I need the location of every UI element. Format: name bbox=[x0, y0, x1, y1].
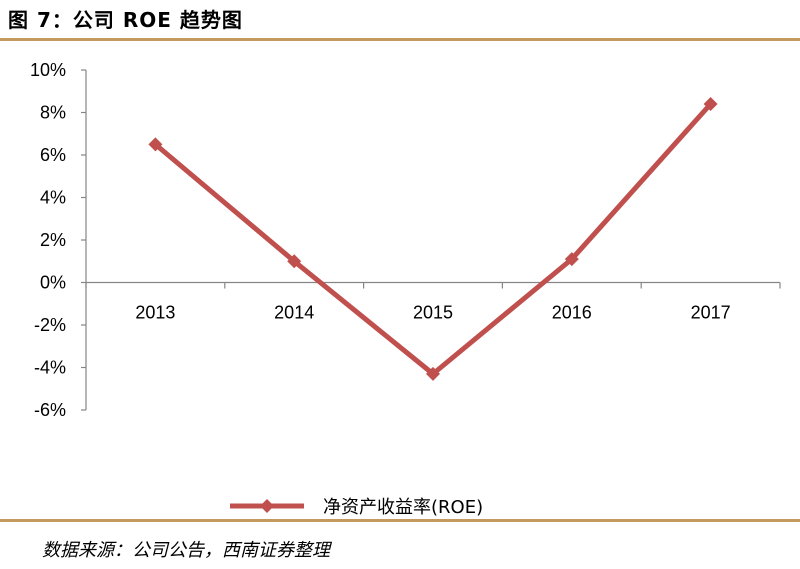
legend-marker bbox=[260, 499, 274, 513]
figure-title: 图 7：公司 ROE 趋势图 bbox=[8, 8, 243, 32]
y-tick-label: -6% bbox=[34, 400, 66, 420]
data-point-marker bbox=[426, 366, 440, 381]
y-tick-label: 4% bbox=[40, 188, 66, 208]
x-tick-label: 2016 bbox=[552, 303, 592, 323]
top-rule bbox=[0, 38, 800, 41]
x-tick-label: 2017 bbox=[691, 303, 731, 323]
source-note: 数据来源：公司公告，西南证券整理 bbox=[42, 540, 330, 561]
y-tick-label: 10% bbox=[30, 60, 66, 80]
y-tick-labels: 10% 8% 6% 4% 2% 0% -2% -4% -6% bbox=[30, 60, 66, 420]
roe-line-chart: 10%8%6%4%2%0%-2%-4%-6% 2013 2014 2015 2016 2… bbox=[30, 60, 781, 518]
y-tick-label: 8% bbox=[40, 103, 66, 123]
data-point-marker bbox=[564, 252, 579, 267]
chart-axes bbox=[81, 69, 781, 411]
data-point-marker bbox=[148, 137, 163, 152]
y-tick-label: 2% bbox=[40, 230, 66, 250]
x-tick-labels: 2013 2014 2015 2016 2017 bbox=[135, 303, 730, 323]
x-tick-label: 2014 bbox=[274, 303, 314, 323]
y-tick-label: -2% bbox=[34, 315, 66, 335]
legend: 净资产收益率(ROE) bbox=[230, 497, 483, 518]
y-tick-label: -4% bbox=[34, 358, 66, 378]
series-roe bbox=[148, 97, 718, 381]
y-tick-label: 6% bbox=[40, 145, 66, 165]
data-point-marker bbox=[703, 97, 718, 111]
bottom-rule bbox=[0, 519, 800, 522]
y-tick-label: 0% bbox=[40, 273, 66, 293]
legend-label: 净资产收益率(ROE) bbox=[323, 497, 483, 518]
series-line bbox=[153, 102, 713, 377]
data-point-marker bbox=[287, 254, 302, 269]
x-tick-label: 2015 bbox=[413, 303, 453, 323]
x-tick-label: 2013 bbox=[135, 303, 175, 323]
